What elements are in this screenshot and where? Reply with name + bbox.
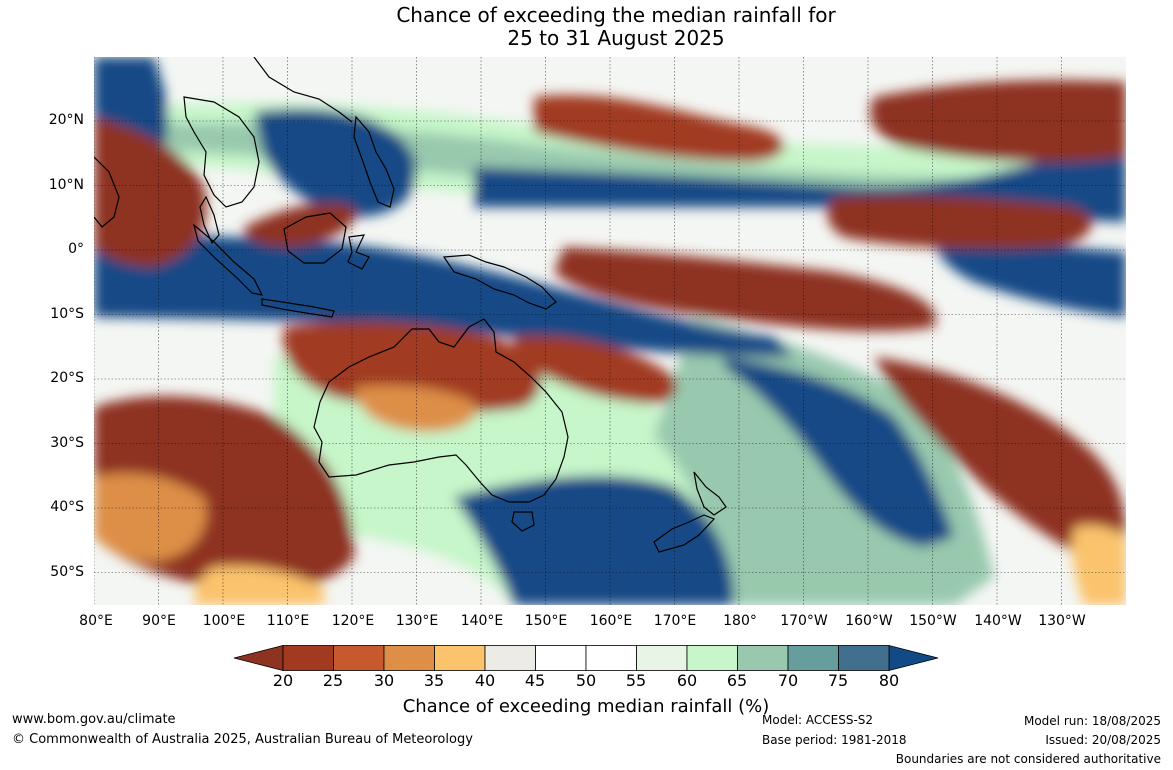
colorbar-tick-65: 65 (726, 671, 748, 690)
borneo-outline (283, 212, 347, 264)
lat-label-20n: 20°N (48, 112, 84, 128)
colorbar-under-arrow (233, 645, 284, 671)
lon-label-180: 180° (723, 613, 757, 629)
colorbar-segment-30 (383, 645, 435, 671)
colorbar-tick-75: 75 (827, 671, 849, 690)
philippines-outline (353, 115, 395, 208)
colorbar-tick-50: 50 (575, 671, 597, 690)
zone-orange-indian (94, 473, 207, 562)
java-outline (261, 298, 335, 318)
zone-brown-south-east-pacific (874, 357, 1126, 577)
lon-label-140w: 140°W (974, 613, 1022, 629)
new-zealand-north-outline (693, 471, 727, 516)
lon-label-90e: 90°E (142, 613, 176, 629)
colorbar-segment-20 (282, 645, 334, 671)
colorbar-tick-80: 80 (878, 671, 900, 690)
colorbar-segment-45 (535, 645, 587, 671)
colorbar-tick-45: 45 (524, 671, 546, 690)
colorbar-tick-25: 25 (322, 671, 344, 690)
colorbar-segment-55 (636, 645, 688, 671)
model-run-text: Model run: 18/08/2025 (1023, 714, 1161, 728)
colorbar-segment-60 (686, 645, 738, 671)
issued-text: Issued: 20/08/2025 (1045, 733, 1161, 747)
new-zealand-south-outline (653, 514, 716, 553)
sulawesi-outline (347, 234, 370, 270)
map-title: Chance of exceeding the median rainfall … (0, 4, 1173, 50)
malay-peninsula-outline (199, 195, 220, 245)
india-outline (94, 156, 120, 228)
website-link[interactable]: www.bom.gov.au/climate (12, 712, 176, 727)
colorbar-tick-35: 35 (423, 671, 445, 690)
zone-blue-east-equator (934, 232, 1126, 317)
zone-blue-south-pacific (724, 357, 954, 547)
model-text: Model: ACCESS-S2 (762, 713, 874, 727)
zone-yellow-south-west (194, 565, 324, 605)
lon-label-110e: 110°E (266, 613, 310, 629)
zone-yellow-east (1072, 525, 1126, 605)
lon-label-80e: 80°E (79, 613, 113, 629)
lat-label-0: 0° (68, 241, 84, 257)
lon-label-150w: 150°W (909, 613, 957, 629)
new-guinea-outline (442, 254, 557, 310)
lon-label-170e: 170°E (653, 613, 697, 629)
title-line-2: 25 to 31 August 2025 (507, 26, 725, 50)
lon-label-160e: 160°E (589, 613, 633, 629)
lon-label-170w: 170°W (780, 613, 828, 629)
colorbar-segment-25 (333, 645, 385, 671)
lon-label-130e: 130°E (395, 613, 439, 629)
zone-blue-tasman (454, 476, 734, 605)
colorbar-tick-70: 70 (777, 671, 799, 690)
indochina-outline (183, 96, 260, 208)
title-line-1: Chance of exceeding the median rainfall … (396, 3, 836, 27)
zone-blue-maritime (94, 232, 794, 357)
zone-blue-philippines (254, 109, 416, 217)
zone-brown-equatorial-pacific (554, 247, 936, 332)
copyright-text: © Commonwealth of Australia 2025, Austra… (12, 732, 473, 747)
rainfall-map (94, 57, 1126, 605)
colorbar (233, 645, 939, 671)
lon-label-130w: 130°W (1038, 613, 1086, 629)
zone-brown-north-pacific (534, 94, 784, 162)
colorbar-tick-60: 60 (676, 671, 698, 690)
tasmania-outline (511, 511, 535, 532)
colorbar-label: Chance of exceeding median rainfall (%) (402, 696, 770, 717)
lat-label-50s: 50°S (50, 564, 84, 580)
lon-label-100e: 100°E (202, 613, 246, 629)
lon-label-150e: 150°E (524, 613, 568, 629)
colorbar-over-arrow (888, 645, 939, 671)
lon-label-140e: 140°E (460, 613, 504, 629)
zone-orange-australia (354, 385, 477, 432)
lat-label-40s: 40°S (50, 499, 84, 515)
zone-brown-coral-sea (514, 336, 677, 404)
colorbar-tick-30: 30 (373, 671, 395, 690)
lon-label-120e: 120°E (331, 613, 375, 629)
colorbar-segment-40 (484, 645, 536, 671)
colorbar-segment-65 (737, 645, 789, 671)
colorbar-tick-40: 40 (474, 671, 496, 690)
base-period-text: Base period: 1981-2018 (762, 733, 907, 747)
colorbar-segment-75 (838, 645, 890, 671)
disclaimer-text: Boundaries are not considered authoritat… (895, 752, 1161, 766)
map-gridlines (94, 57, 1126, 605)
colorbar-segment-35 (434, 645, 486, 671)
australia-outline (313, 318, 569, 503)
lat-label-20s: 20°S (50, 370, 84, 386)
zone-brown-south-china-sea (244, 203, 356, 247)
lat-label-10n: 10°N (48, 177, 84, 193)
lat-label-10s: 10°S (50, 306, 84, 322)
zone-brown-central-east (827, 195, 1092, 249)
lon-label-160w: 160°W (845, 613, 893, 629)
zone-brown-australia-north (283, 321, 541, 413)
lat-label-30s: 30°S (50, 435, 84, 451)
colorbar-tick-55: 55 (625, 671, 647, 690)
colorbar-tick-20: 20 (272, 671, 294, 690)
colorbar-segment-50 (585, 645, 637, 671)
china-coast-outline (253, 57, 353, 123)
colorbar-segment-70 (787, 645, 839, 671)
zone-brown-india (94, 117, 207, 267)
